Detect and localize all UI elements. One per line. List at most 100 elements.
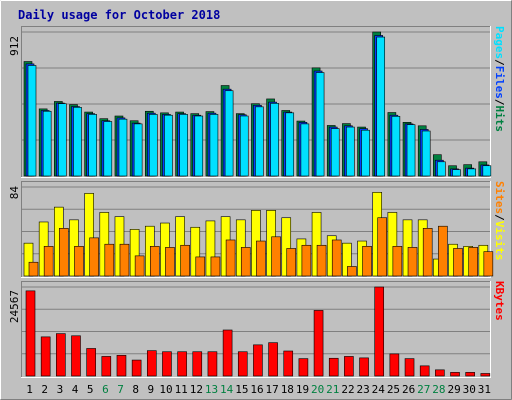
bar-pages-day-25 bbox=[391, 116, 401, 177]
bar-sites-day-1 bbox=[28, 261, 39, 277]
bar-kbytes-day-12 bbox=[192, 351, 203, 377]
bar-kbytes-day-13 bbox=[207, 351, 218, 377]
bar-sites-day-6 bbox=[104, 243, 115, 277]
bar-sites-day-2 bbox=[43, 246, 54, 277]
bar-pages-day-11 bbox=[179, 114, 188, 177]
legend-entry: Files bbox=[493, 66, 506, 99]
panel-1: 912 Pages/Files/Hits bbox=[8, 26, 506, 178]
bar-pages-day-21 bbox=[330, 128, 340, 177]
bar-pages-day-29 bbox=[452, 169, 461, 177]
bar-pages-day-19 bbox=[300, 123, 310, 177]
bar-kbytes-day-29 bbox=[450, 372, 460, 377]
bar-sites-day-19 bbox=[301, 244, 312, 277]
bar-kbytes-day-31 bbox=[480, 373, 491, 377]
x-tick-label-day-10: 10 bbox=[159, 383, 172, 396]
bar-visits-day-13 bbox=[205, 220, 216, 277]
x-tick-label-day-22: 22 bbox=[341, 383, 354, 396]
bar-pages-day-28 bbox=[437, 161, 446, 177]
bar-kbytes-day-4 bbox=[71, 335, 81, 377]
bar-sites-day-7 bbox=[119, 243, 130, 277]
x-tick-label-day-3: 3 bbox=[57, 383, 64, 396]
bar-sites-day-30 bbox=[468, 247, 478, 277]
bar-pages-day-8 bbox=[133, 123, 143, 177]
bar-sites-day-31 bbox=[483, 251, 494, 277]
bar-sites-day-4 bbox=[74, 246, 84, 277]
bar-visits-day-5 bbox=[84, 193, 94, 277]
x-tick-label-day-7: 7 bbox=[117, 383, 124, 396]
bar-sites-day-28 bbox=[438, 225, 448, 277]
bar-pages-day-23 bbox=[361, 129, 370, 177]
bar-kbytes-day-16 bbox=[253, 344, 263, 377]
legend: KBytes bbox=[493, 281, 506, 321]
legend-entry: Pages bbox=[493, 26, 506, 59]
x-tick-label-day-4: 4 bbox=[72, 383, 79, 396]
x-tick-label-day-24: 24 bbox=[372, 383, 386, 396]
bar-pages-day-17 bbox=[270, 103, 279, 177]
legend-entry: KBytes bbox=[493, 281, 506, 321]
bar-visits-day-12 bbox=[190, 226, 201, 277]
bar-pages-day-27 bbox=[421, 130, 431, 177]
y-max-label: 24567 bbox=[8, 290, 21, 323]
bar-sites-day-11 bbox=[180, 244, 190, 277]
x-tick-label-day-16: 16 bbox=[250, 383, 263, 396]
bar-kbytes-day-26 bbox=[404, 358, 415, 377]
bar-kbytes-day-8 bbox=[131, 359, 142, 377]
y-max-label: 84 bbox=[8, 186, 21, 200]
bar-pages-day-24 bbox=[376, 36, 386, 177]
bar-sites-day-21 bbox=[331, 239, 342, 277]
legend-entry: / bbox=[493, 99, 506, 106]
bar-pages-day-30 bbox=[467, 168, 476, 177]
bar-sites-day-15 bbox=[240, 247, 251, 277]
panel-2: 84 Sites/Visits bbox=[8, 181, 506, 278]
bar-kbytes-day-11 bbox=[177, 351, 187, 377]
bar-pages-day-20 bbox=[315, 72, 325, 177]
bar-sites-day-26 bbox=[407, 247, 418, 277]
bar-kbytes-day-21 bbox=[328, 357, 339, 377]
bar-kbytes-day-17 bbox=[268, 342, 278, 377]
bar-pages-day-15 bbox=[239, 115, 249, 177]
bar-sites-day-8 bbox=[134, 255, 145, 277]
bar-kbytes-day-1 bbox=[25, 290, 36, 377]
bar-kbytes-day-9 bbox=[146, 350, 157, 377]
bar-sites-day-18 bbox=[286, 248, 297, 277]
x-tick-label-day-27: 27 bbox=[417, 383, 430, 396]
x-tick-label-day-11: 11 bbox=[175, 383, 188, 396]
x-tick-label-day-6: 6 bbox=[102, 383, 109, 396]
legend: Pages/Files/Hits bbox=[493, 26, 506, 132]
bar-pages-day-12 bbox=[194, 115, 204, 177]
bar-kbytes-day-7 bbox=[116, 355, 127, 377]
bar-sites-day-29 bbox=[453, 248, 463, 277]
x-tick-label-day-20: 20 bbox=[311, 383, 324, 396]
x-tick-label-day-25: 25 bbox=[387, 383, 400, 396]
bar-pages-day-6 bbox=[103, 121, 113, 177]
legend-entry: Visits bbox=[493, 221, 506, 261]
x-tick-label-day-23: 23 bbox=[357, 383, 370, 396]
x-tick-label-day-15: 15 bbox=[235, 383, 248, 396]
legend-entry: Hits bbox=[493, 106, 506, 133]
bar-sites-day-10 bbox=[165, 247, 175, 277]
bar-pages-day-2 bbox=[42, 110, 52, 177]
bar-sites-day-20 bbox=[316, 244, 327, 277]
legend-entry: Sites bbox=[493, 181, 506, 214]
bar-sites-day-12 bbox=[195, 256, 206, 277]
x-tick-label-day-8: 8 bbox=[132, 383, 139, 396]
bar-kbytes-day-2 bbox=[40, 336, 51, 377]
bar-kbytes-day-28 bbox=[435, 369, 445, 377]
x-tick-label-day-18: 18 bbox=[281, 383, 294, 396]
bar-kbytes-day-24 bbox=[374, 286, 385, 377]
bar-kbytes-day-19 bbox=[298, 358, 309, 377]
x-tick-label-day-26: 26 bbox=[402, 383, 415, 396]
bar-visits-day-25 bbox=[387, 212, 398, 277]
bar-pages-day-7 bbox=[118, 118, 128, 177]
bar-pages-day-10 bbox=[164, 114, 173, 177]
bar-kbytes-day-27 bbox=[419, 365, 430, 377]
bar-kbytes-day-22 bbox=[344, 356, 354, 377]
x-tick-label-day-17: 17 bbox=[266, 383, 279, 396]
x-tick-label-day-5: 5 bbox=[87, 383, 94, 396]
bar-sites-day-16 bbox=[256, 240, 266, 277]
bar-sites-day-14 bbox=[225, 239, 236, 277]
legend-entry: / bbox=[493, 214, 506, 221]
bar-pages-day-31 bbox=[482, 165, 492, 177]
bar-pages-day-4 bbox=[73, 107, 82, 177]
